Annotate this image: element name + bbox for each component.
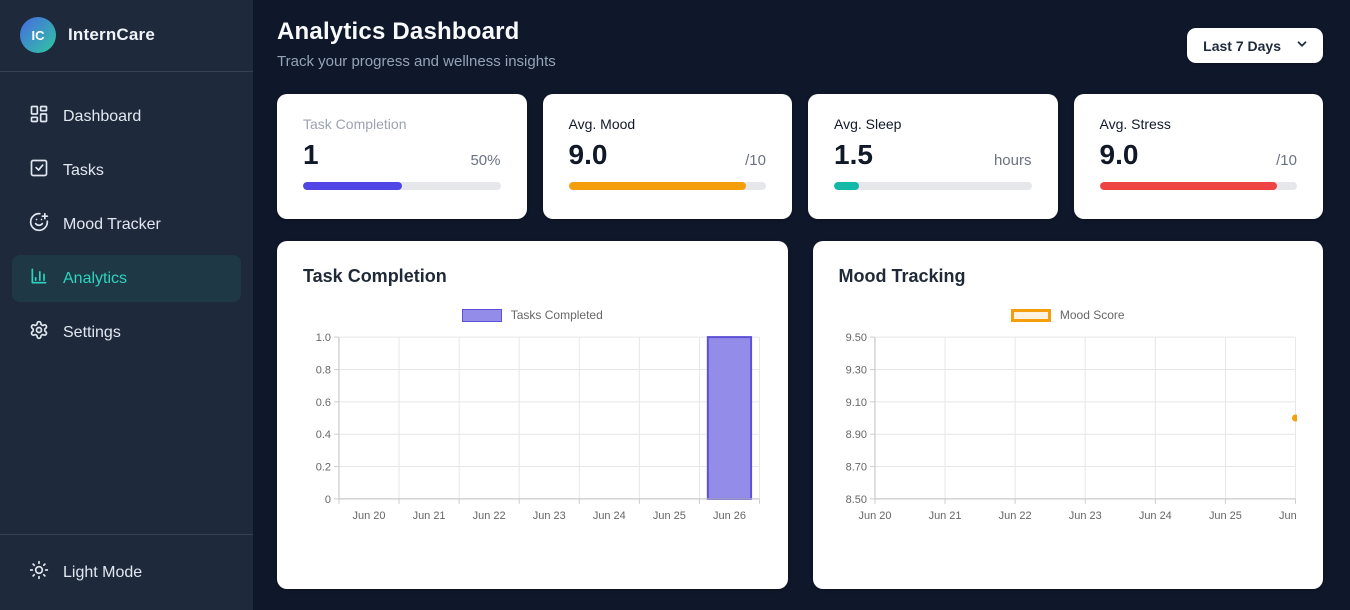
svg-text:8.50: 8.50 (845, 494, 866, 506)
light-mode-label: Light Mode (63, 563, 143, 581)
app-logo: IC InternCare (0, 0, 253, 71)
date-range-select[interactable]: Last 7 Days (1187, 28, 1323, 63)
stat-card-avg-mood: Avg. Mood 9.0 /10 (542, 94, 792, 219)
stat-label: Avg. Sleep (834, 116, 902, 132)
svg-text:Jun 20: Jun 20 (353, 510, 386, 522)
mood-tracking-chart-card: Mood Tracking Mood Score 8.50 8.70 8.90 9.1… (812, 241, 1323, 589)
svg-text:9.50: 9.50 (845, 332, 866, 344)
sidebar-item-mood-tracker[interactable]: Mood Tracker (12, 201, 241, 248)
svg-text:Jun 23: Jun 23 (1068, 510, 1101, 522)
svg-text:Jun 24: Jun 24 (1138, 510, 1171, 522)
page-subtitle: Track your progress and wellness insight… (277, 53, 556, 70)
progress-fill (834, 182, 859, 190)
date-range-value: Last 7 Days (1203, 37, 1281, 54)
app-name: InternCare (68, 25, 156, 44)
svg-text:9.10: 9.10 (845, 397, 866, 409)
svg-text:8.70: 8.70 (845, 462, 866, 474)
sidebar-item-label: Tasks (63, 161, 104, 179)
svg-text:9.30: 9.30 (845, 364, 866, 376)
progress-fill (1099, 182, 1278, 190)
stat-suffix: /10 (1276, 152, 1297, 169)
chart-title: Task Completion (303, 266, 447, 286)
chart-legend[interactable]: Tasks Completed (303, 308, 762, 322)
svg-text:8.90: 8.90 (845, 429, 866, 441)
svg-text:Jun 22: Jun 22 (473, 510, 506, 522)
sidebar-item-label: Analytics (63, 269, 128, 287)
sidebar-nav: Dashboard Tasks Mood Tracker (0, 93, 253, 356)
page-header: Analytics Dashboard Track your progress … (277, 18, 1323, 70)
svg-text:Jun 26: Jun 26 (1279, 510, 1297, 522)
stat-suffix: 50% (470, 152, 501, 169)
light-mode-toggle[interactable]: Light Mode (12, 549, 241, 596)
main-content: Analytics Dashboard Track your progress … (253, 0, 1350, 610)
settings-icon (29, 320, 49, 345)
svg-text:Jun 26: Jun 26 (713, 510, 746, 522)
svg-text:0.8: 0.8 (316, 364, 331, 376)
legend-swatch (1010, 308, 1051, 322)
sidebar-item-analytics[interactable]: Analytics (12, 255, 241, 302)
svg-text:0.2: 0.2 (316, 462, 331, 474)
charts-row: Task Completion Tasks Completed 0 0.2 0.4 0… (277, 241, 1323, 592)
sidebar-item-tasks[interactable]: Tasks (12, 147, 241, 194)
progress-track (303, 182, 501, 190)
sun-icon (29, 560, 49, 585)
task-completion-chart-card: Task Completion Tasks Completed 0 0.2 0.4 0… (277, 241, 788, 589)
svg-text:Jun 23: Jun 23 (533, 510, 566, 522)
sidebar-item-label: Settings (63, 323, 121, 341)
svg-text:Jun 25: Jun 25 (653, 510, 686, 522)
stat-suffix: hours (993, 152, 1032, 169)
stat-label: Avg. Mood (568, 116, 636, 132)
stat-card-avg-sleep: Avg. Sleep 1.5 hours (808, 94, 1058, 219)
stat-card-task-completion: Task Completion 1 50% (277, 94, 527, 219)
logo-badge: IC (20, 17, 56, 53)
legend-label: Mood Score (1059, 308, 1125, 322)
dashboard-icon (29, 104, 49, 129)
sidebar-divider-top (0, 71, 253, 72)
svg-text:Jun 21: Jun 21 (413, 510, 446, 522)
svg-text:0: 0 (325, 494, 331, 506)
sidebar-divider-bottom (0, 534, 253, 535)
svg-text:Jun 21: Jun 21 (928, 510, 961, 522)
svg-text:0.6: 0.6 (316, 397, 331, 409)
line-chart: 8.50 8.70 8.90 9.10 9.30 9.50 Jun 20 Jun 21 Jun … (845, 332, 1297, 522)
stat-label: Task Completion (303, 116, 407, 132)
stat-value: 9.0 (1099, 139, 1139, 170)
stats-row: Task Completion 1 50% Avg. Mood 9.0 /10 … (277, 94, 1323, 219)
sidebar: IC InternCare Dashboard Tasks (0, 0, 253, 610)
analytics-icon (29, 266, 49, 291)
progress-track (834, 182, 1032, 190)
sidebar-item-settings[interactable]: Settings (12, 309, 241, 356)
stat-label: Avg. Stress (1099, 116, 1171, 132)
mood-icon (29, 212, 49, 237)
chart-title: Mood Tracking (838, 266, 966, 286)
stat-value: 9.0 (568, 139, 608, 170)
stat-value: 1.5 (834, 139, 873, 170)
sidebar-footer: Light Mode (0, 534, 253, 610)
legend-label: Tasks Completed (510, 308, 603, 322)
svg-text:Jun 20: Jun 20 (858, 510, 891, 522)
svg-text:Jun 24: Jun 24 (593, 510, 626, 522)
svg-text:Jun 22: Jun 22 (998, 510, 1031, 522)
sidebar-item-dashboard[interactable]: Dashboard (12, 93, 241, 140)
progress-fill (303, 182, 402, 190)
legend-swatch (461, 308, 502, 322)
chart-legend[interactable]: Mood Score (839, 308, 1298, 322)
svg-text:0.4: 0.4 (316, 429, 331, 441)
chevron-down-icon (1295, 37, 1309, 54)
tasks-icon (29, 158, 49, 183)
bar-chart: 0 0.2 0.4 0.6 0.8 1.0 Jun 20 Jun 21 Jun 22 Jun 23… (316, 332, 761, 522)
stat-value: 1 (303, 139, 319, 170)
stat-card-avg-stress: Avg. Stress 9.0 /10 (1073, 94, 1323, 219)
svg-text:1.0: 1.0 (316, 332, 331, 344)
sidebar-item-label: Mood Tracker (63, 215, 161, 233)
progress-track (568, 182, 766, 190)
progress-track (1099, 182, 1297, 190)
svg-text:Jun 25: Jun 25 (1208, 510, 1241, 522)
sidebar-item-label: Dashboard (63, 107, 142, 125)
progress-fill (568, 182, 747, 190)
stat-suffix: /10 (745, 152, 766, 169)
page-title: Analytics Dashboard (277, 18, 520, 45)
